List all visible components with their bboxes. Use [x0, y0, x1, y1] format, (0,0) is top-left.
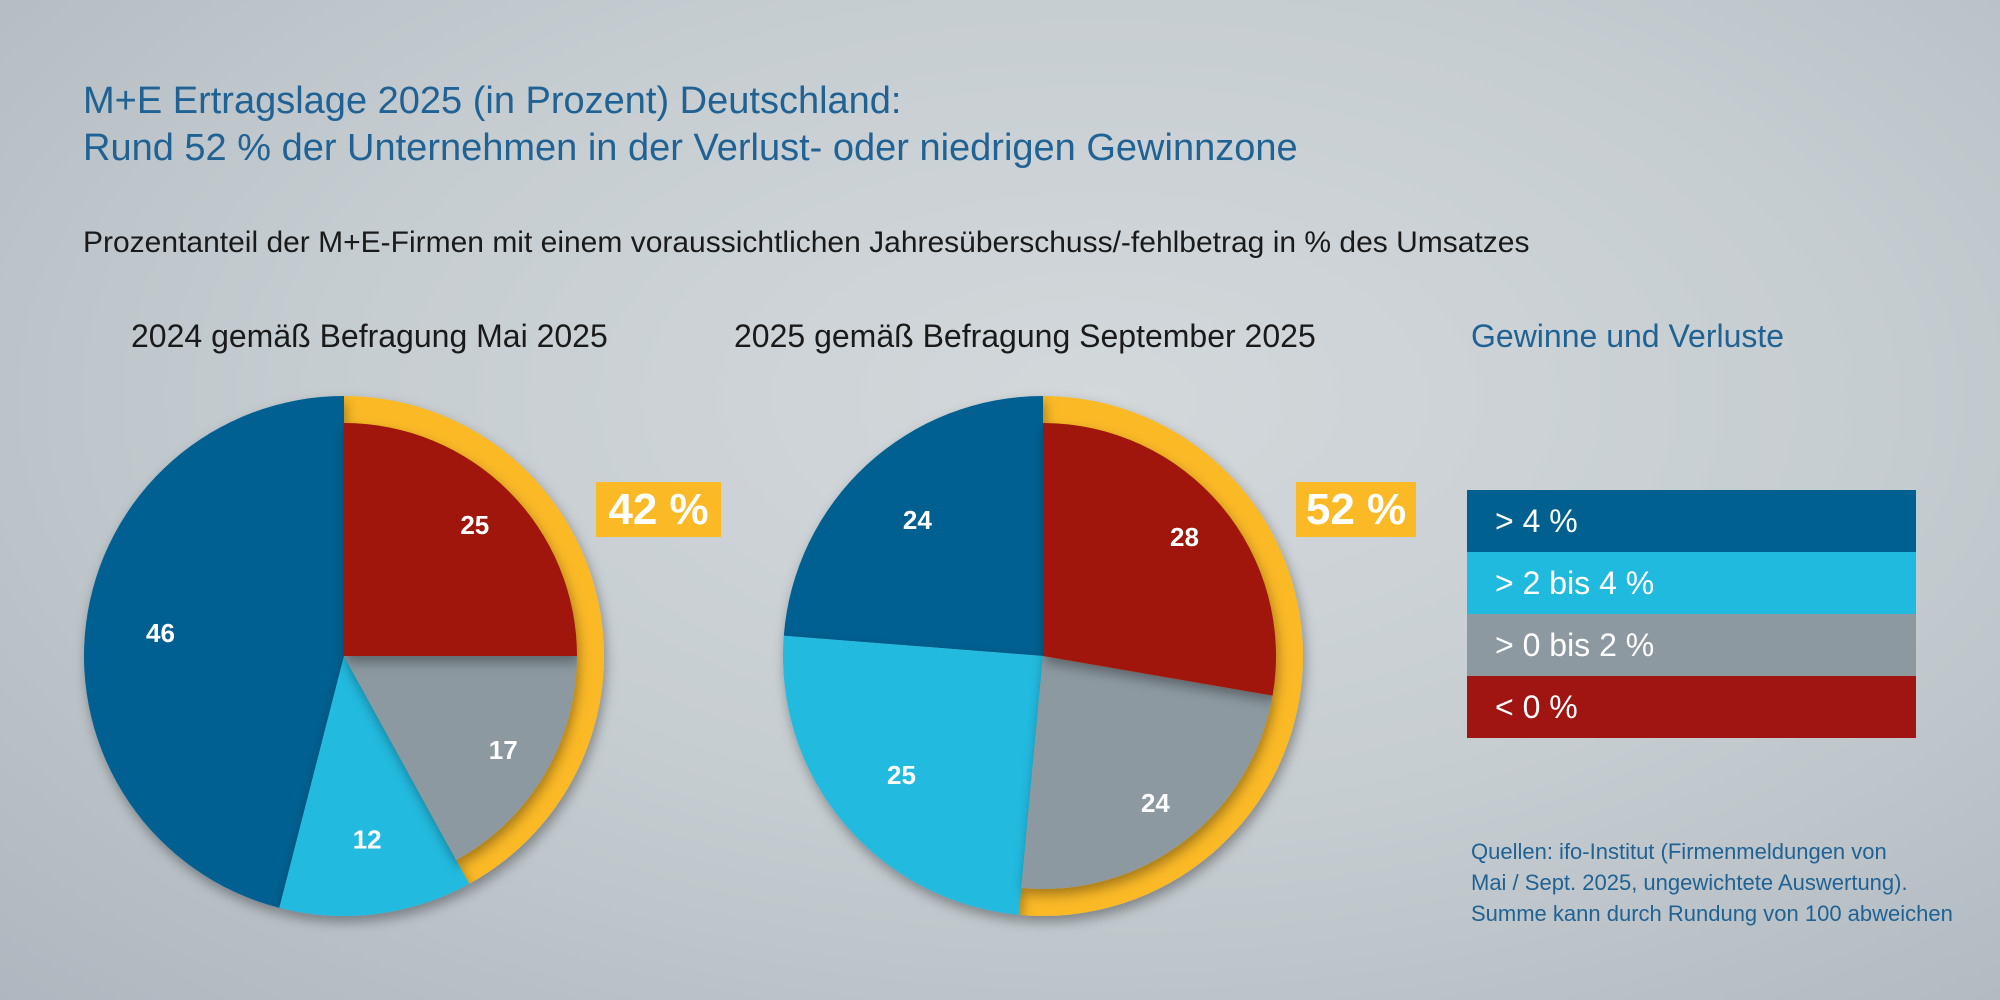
data-label-profit-0-2: 24: [1141, 788, 1170, 818]
source-note: Quellen: ifo-Institut (Firmenmeldungen v…: [1471, 836, 1953, 929]
pie-title-2025: 2025 gemäß Befragung September 2025: [734, 318, 1316, 354]
pie-slice-loss: [1043, 423, 1276, 696]
pie-slice-profit-gt4: [783, 396, 1043, 656]
legend-item-lt0: < 0 %: [1467, 676, 1916, 738]
pie-slice-profit-2-4: [279, 656, 470, 916]
pie-2024: 25 17 12 46: [83, 396, 604, 916]
data-label-profit-2-4: 25: [887, 760, 916, 790]
legend-item-0-2: > 0 bis 2 %: [1467, 614, 1916, 676]
pie-slice-profit-0-2: [344, 656, 577, 861]
data-label-loss: 25: [460, 510, 489, 540]
data-label-loss: 28: [1170, 522, 1199, 552]
subtitle: Prozentanteil der M+E-Firmen mit einem v…: [83, 226, 1530, 259]
pie-2025: 28 24 25 24: [783, 396, 1303, 916]
legend: > 4 % > 2 bis 4 % > 0 bis 2 % < 0 %: [1467, 490, 1916, 738]
pie-slice-profit-2-4: [783, 635, 1043, 915]
source-line: Mai / Sept. 2025, ungewichtete Auswertun…: [1471, 870, 1908, 895]
pie-slice-profit-gt4: [83, 396, 344, 908]
source-line: Quellen: ifo-Institut (Firmenmeldungen v…: [1471, 839, 1887, 864]
data-label-profit-0-2: 17: [489, 735, 518, 765]
data-label-profit-2-4: 12: [353, 825, 382, 855]
source-line: Summe kann durch Rundung von 100 abweich…: [1471, 901, 1953, 926]
legend-title: Gewinne und Verluste: [1471, 318, 1785, 354]
pie-slice-loss: [344, 423, 577, 656]
title-line-1: M+E Ertragslage 2025 (in Prozent) Deutsc…: [83, 80, 902, 122]
loss-low-profit-share-2025: 52 %: [1296, 482, 1416, 537]
loss-low-profit-share-2024: 42 %: [596, 482, 721, 537]
title-line-2: Rund 52 % der Unternehmen in der Verlust…: [83, 127, 1298, 169]
pie-slice-profit-0-2: [1021, 656, 1273, 890]
pie-title-2024: 2024 gemäß Befragung Mai 2025: [131, 318, 608, 354]
legend-item-2-4: > 2 bis 4 %: [1467, 552, 1916, 614]
legend-item-gt4: > 4 %: [1467, 490, 1916, 552]
data-label-profit-gt4: 46: [146, 618, 175, 648]
data-label-profit-gt4: 24: [903, 505, 932, 535]
